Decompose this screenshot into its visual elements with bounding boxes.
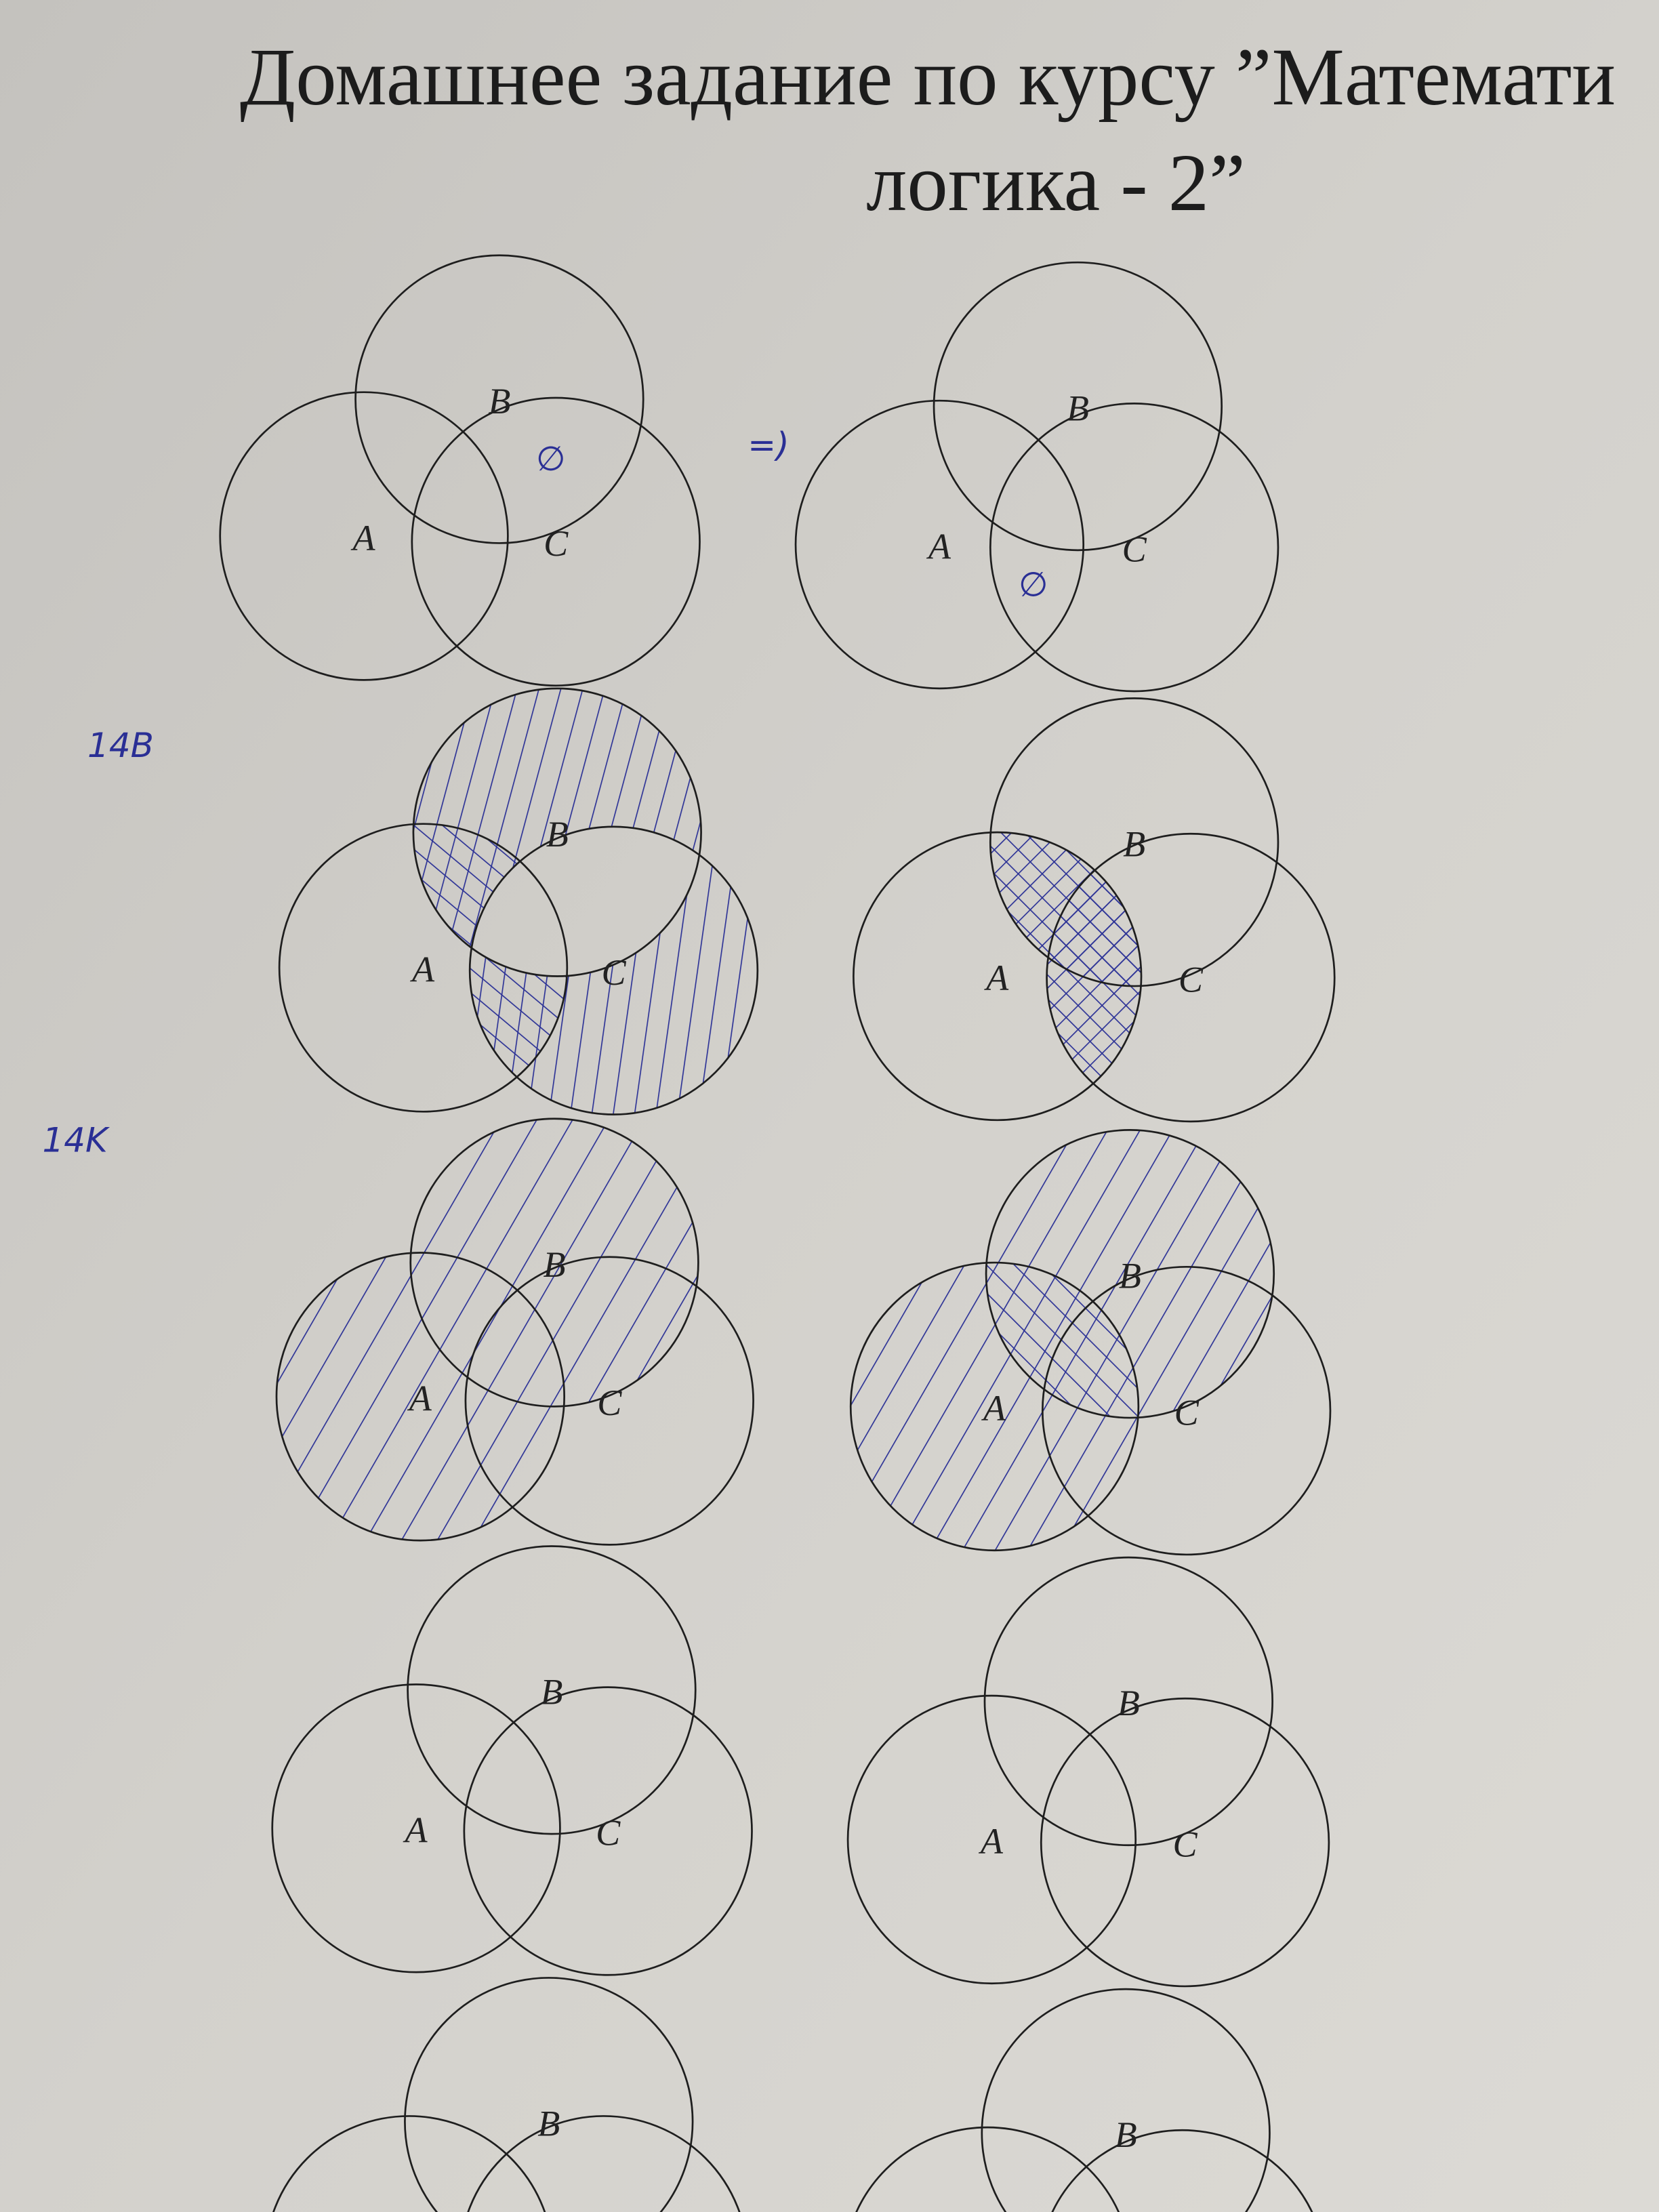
arrow-note: =) [747, 425, 789, 464]
set-circle [463, 1686, 753, 1976]
set-label: C [1173, 1824, 1198, 1864]
set-circle [404, 1977, 694, 2212]
set-circle [411, 396, 701, 687]
set-label: A [410, 949, 435, 990]
set-label: B [540, 1672, 562, 1713]
set-circle [467, 2115, 741, 2212]
set-label: B [1118, 1683, 1140, 1723]
set-circle [985, 1129, 1275, 1419]
set-circle [468, 825, 759, 1115]
set-label: C [1122, 529, 1147, 569]
set-label: A [926, 526, 951, 567]
set-circle [849, 1261, 1140, 1552]
set-circle [272, 2115, 546, 2212]
set-circle [989, 402, 1279, 693]
set-circle [983, 1556, 1273, 1847]
set-label: B [544, 1244, 566, 1285]
set-circle [354, 254, 644, 544]
set-circle [846, 1694, 1137, 1985]
set-label: B [546, 814, 569, 855]
set-label: C [597, 1382, 622, 1423]
set-circle [794, 399, 1085, 690]
circles [219, 254, 1336, 2212]
set-label: B [1067, 388, 1089, 428]
set-circle [1051, 2129, 1313, 2212]
set-circle [1040, 1697, 1330, 1988]
set-label: B [1119, 1255, 1141, 1296]
set-circle [464, 1256, 754, 1546]
set-label: B [537, 2104, 560, 2144]
set-label: A [984, 958, 1009, 998]
set-circle [409, 1118, 699, 1408]
set-circle [933, 261, 1223, 552]
set-label: C [1179, 959, 1204, 1000]
title-line-1: Домашнее задание по курсу ”Математи [240, 32, 1616, 123]
set-circle [219, 391, 509, 681]
set-label: B [1123, 823, 1145, 864]
set-circle [271, 1683, 561, 1973]
set-circle [407, 1545, 697, 1835]
set-label: A [351, 518, 376, 558]
empty-set-note: ∅ [536, 439, 566, 478]
set-circle [853, 831, 1143, 1122]
set-circle [981, 1988, 1271, 2212]
set-label: A [981, 1388, 1006, 1429]
hatching [276, 688, 1274, 1551]
set-circle [855, 2126, 1120, 2212]
set-circle [278, 823, 569, 1113]
set-label: C [596, 1813, 621, 1853]
set-label: C [1174, 1392, 1200, 1433]
note-14k: 14K [42, 1121, 110, 1160]
set-label: A [979, 1821, 1004, 1862]
set-circle [989, 697, 1279, 987]
empty-set-note: ∅ [1019, 565, 1048, 604]
set-label: A [407, 1378, 432, 1419]
set-label: C [544, 523, 569, 564]
set-label: B [488, 381, 510, 422]
note-14b: 14B [87, 726, 154, 765]
title-line-2: логика - 2” [866, 138, 1246, 228]
set-label: B [1115, 2114, 1137, 2155]
set-circle [412, 687, 702, 977]
set-circle [1041, 1265, 1332, 1556]
set-circle [275, 1252, 566, 1542]
set-label: C [601, 952, 626, 993]
set-circle [1046, 832, 1336, 1123]
labels: A B C A B C A B C A B C A B C A B C A B C A B C B B [351, 381, 1204, 2155]
set-label: A [403, 1810, 428, 1851]
